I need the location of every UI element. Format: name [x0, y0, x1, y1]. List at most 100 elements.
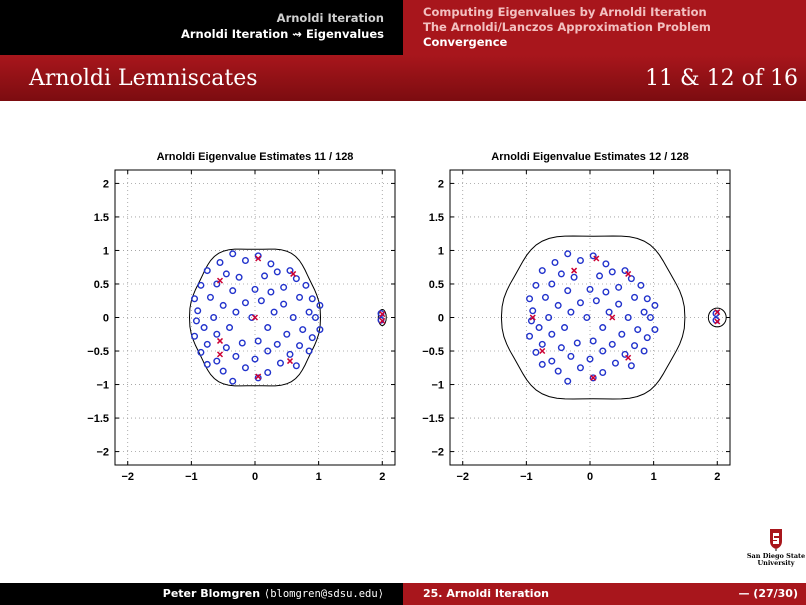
x-tick-label: −2	[121, 471, 134, 483]
lemniscate-curve	[707, 307, 727, 328]
eigenvalue-point	[576, 257, 584, 265]
eigenvalue-point	[296, 342, 304, 350]
university-logo-icon: San Diego State University	[747, 529, 805, 567]
ritz-value-point	[251, 314, 259, 321]
eigenvalue-point	[308, 334, 316, 342]
y-tick-label: 0.5	[429, 279, 444, 291]
eigenvalue-point	[210, 313, 218, 321]
eigenvalue-point	[631, 342, 639, 350]
header-nav-item[interactable]: Arnoldi Iteration	[276, 11, 384, 25]
eigenvalue-point	[197, 281, 205, 289]
eigenvalue-point	[213, 357, 221, 365]
eigenvalue-point	[557, 270, 565, 278]
eigenvalue-point	[643, 295, 651, 303]
eigenvalue-point	[618, 330, 626, 338]
ritz-value-point	[255, 373, 262, 380]
eigenvalue-point	[586, 285, 594, 293]
eigenvalue-point	[316, 326, 324, 334]
slide-page-label: 11 & 12 of 16	[645, 66, 798, 91]
eigenvalue-point	[554, 367, 562, 375]
eigenvalue-point	[257, 297, 265, 305]
y-tick-label: −1.5	[87, 413, 109, 425]
eigenvalue-point	[235, 273, 243, 281]
eigenvalue-point	[567, 352, 575, 360]
footer-section-title: 25. Arnoldi Iteration	[423, 587, 549, 600]
y-tick-label: −0.5	[87, 346, 109, 358]
eigenvalue-point	[535, 324, 543, 332]
eigenvalue-point	[573, 339, 581, 347]
footer-author-bar: Peter Blomgren ⟨blomgren@sdsu.edu⟩	[0, 583, 403, 605]
eigenvalue-point	[605, 308, 613, 316]
eigenvalue-point	[226, 324, 234, 332]
y-tick-label: 1	[438, 245, 444, 257]
eigenvalue-point	[551, 259, 559, 267]
eigenvalue-point	[232, 308, 240, 316]
eigenvalue-point	[615, 300, 623, 308]
eigenvalue-point	[264, 368, 272, 376]
footer-page-number: — (27/30)	[738, 587, 798, 600]
eigenvalue-point	[599, 324, 607, 332]
eigenvalue-point	[538, 360, 546, 368]
eigenvalue-point	[229, 377, 237, 385]
ritz-value-point	[216, 337, 224, 344]
eigenvalue-point	[280, 300, 288, 308]
eigenvalue-point	[203, 360, 211, 368]
eigenvalue-point	[624, 313, 632, 321]
eigenvalue-point	[213, 280, 221, 288]
eigenvalue-point	[229, 250, 237, 258]
y-tick-label: −1	[431, 380, 444, 392]
eigenvalue-point	[222, 270, 230, 278]
ritz-value-point	[255, 255, 262, 262]
eigenvalue-point	[238, 339, 246, 347]
eigenvalue-point	[557, 344, 565, 352]
eigenvalue-point	[241, 299, 249, 307]
header-section-nav: Arnoldi Iteration Arnoldi Iteration ⇝ Ei…	[0, 0, 403, 55]
y-tick-label: −1	[96, 380, 109, 392]
eigenvalue-point	[589, 374, 597, 382]
eigenvalue-point	[302, 281, 310, 289]
eigenvalue-point	[634, 326, 642, 334]
eigenvalue-point	[264, 347, 272, 355]
eigenvalue-point	[267, 260, 275, 268]
eigenvalue-point	[219, 367, 227, 375]
y-tick-label: 2	[438, 178, 444, 190]
ritz-value-point	[379, 311, 386, 318]
eigenvalue-point	[316, 301, 324, 309]
ritz-value-point	[609, 314, 616, 321]
eigenvalue-point	[219, 301, 227, 309]
eigenvalue-point	[564, 287, 572, 295]
header-subsection-item[interactable]: The Arnoldi/Lanczos Approximation Proble…	[423, 20, 711, 34]
ritz-value-point	[593, 255, 600, 262]
header-nav-item[interactable]: Arnoldi Iteration ⇝ Eigenvalues	[180, 27, 384, 41]
y-tick-label: −2	[431, 447, 444, 459]
eigenvalue-point	[564, 377, 572, 385]
eigenvalue-point	[602, 260, 610, 268]
header-subsection-item-active[interactable]: Convergence	[423, 35, 508, 49]
eigenvalue-point	[267, 288, 275, 296]
x-tick-label: 1	[651, 471, 657, 483]
eigenvalue-point	[646, 313, 654, 321]
eigenvalue-point	[545, 313, 553, 321]
eigenvalue-point	[611, 359, 619, 367]
footer-author-name: Peter Blomgren	[162, 587, 261, 600]
eigenvalue-point	[206, 293, 214, 301]
y-tick-label: −1.5	[422, 413, 444, 425]
eigenvalue-point	[292, 275, 300, 283]
eigenvalue-point	[627, 362, 635, 370]
header-subsection-item[interactable]: Computing Eigenvalues by Arnoldi Iterati…	[423, 5, 707, 19]
y-tick-label: 1.5	[429, 212, 444, 224]
chart-right-svg: Arnoldi Eigenvalue Estimates 12 / 128−2−…	[422, 151, 731, 483]
y-tick-label: 1.5	[94, 212, 109, 224]
logo-text-line1: San Diego State	[747, 552, 805, 560]
ritz-value-point	[216, 277, 224, 284]
eigenvalue-point	[241, 364, 249, 372]
eigenvalue-point	[270, 308, 278, 316]
eigenvalue-point	[583, 313, 591, 321]
ritz-value-point	[714, 318, 721, 325]
eigenvalue-point	[283, 330, 291, 338]
eigenvalue-point	[305, 347, 313, 355]
chart-title: Arnoldi Eigenvalue Estimates 11 / 128	[157, 151, 354, 163]
eigenvalue-point	[586, 355, 594, 363]
eigenvalue-point	[526, 332, 534, 340]
lemniscate-curve	[500, 235, 686, 400]
